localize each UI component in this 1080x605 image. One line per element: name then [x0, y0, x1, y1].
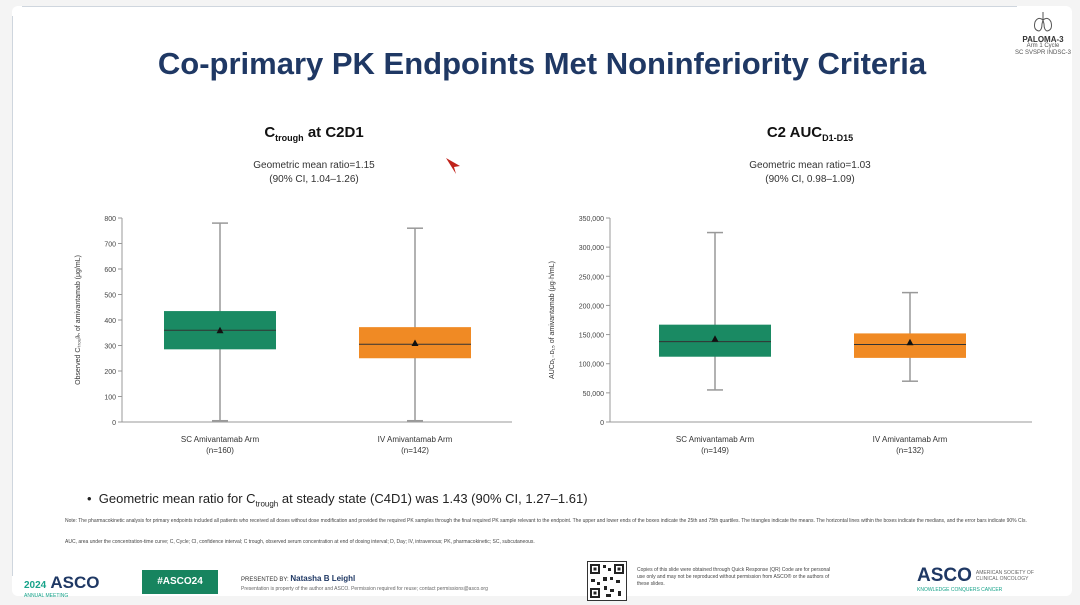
left-chart-title: Ctrough at C2D1 — [164, 124, 464, 143]
y-tick-label: 400 — [104, 318, 116, 325]
left-title-main: C — [264, 124, 276, 141]
bullet-dot: • — [87, 491, 99, 506]
y-tick-label: 300 — [104, 344, 116, 351]
slide-title: Co-primary PK Endpoints Met Noninferiori… — [157, 46, 927, 81]
box-iqr — [854, 333, 966, 358]
y-tick-label: 100 — [104, 395, 116, 402]
meeting-year: 2024 — [24, 580, 47, 591]
right-title-main: C2 AUC — [766, 124, 823, 141]
study-logo: PALOMA-3 Arm 1 Cycle SC SVSPR INDSC-3 — [1012, 10, 1074, 57]
y-tick-label: 500 — [104, 293, 116, 300]
left-title-sub: trough — [275, 133, 304, 143]
study-brand: PALOMA-3 — [1022, 35, 1064, 44]
mean-marker — [711, 335, 719, 342]
box-group — [359, 227, 471, 422]
asco-right-tag: AMERICAN SOCIETY OF CLINICAL ONCOLOGY — [975, 569, 1034, 582]
y-tick-label: 250,000 — [579, 274, 604, 281]
box-group — [854, 291, 966, 382]
presented-by-label: PRESENTED BY: — [241, 577, 289, 583]
bullet-pre: Geometric mean ratio for C — [98, 491, 256, 506]
x-category-label: SC Amivantamab Arm — [676, 435, 755, 444]
x-category-n: (n=160) — [206, 446, 234, 455]
lungs-icon — [1034, 12, 1052, 32]
qr-code-icon[interactable] — [587, 561, 627, 601]
footnote-note: Note: The pharmacokinetic analysis for p… — [65, 518, 1027, 524]
y-tick-label: 700 — [104, 242, 116, 249]
left-ratio: Geometric mean ratio=1.15 (90% CI, 1.04–… — [164, 159, 464, 187]
x-category-n: (n=132) — [896, 446, 924, 455]
asco-right-text: ASCO — [917, 565, 972, 586]
mean-marker — [411, 339, 419, 346]
right-chart-title: C2 AUCD1-D15 — [660, 124, 960, 143]
right-ratio: Geometric mean ratio=1.03 (90% CI, 0.98–… — [660, 159, 960, 187]
top-divider — [22, 6, 1017, 7]
y-tick-label: 200 — [104, 369, 116, 376]
bullet-sub: trough — [255, 499, 279, 509]
pointer-cursor-icon — [444, 156, 464, 181]
left-title-rest: at C2D1 — [303, 124, 364, 141]
asco-left-sub: ANNUAL MEETING — [24, 593, 69, 599]
presenter-info: PRESENTED BY: Natasha B Leighl Presentat… — [241, 574, 488, 592]
x-category-label: IV Amivantamab Arm — [378, 435, 453, 444]
y-tick-label: 300,000 — [579, 245, 604, 252]
y-tick-label: 600 — [104, 267, 116, 274]
mean-marker — [216, 326, 224, 334]
left-ratio-line1: Geometric mean ratio=1.15 — [253, 160, 375, 171]
hashtag-badge: #ASCO24 — [142, 570, 218, 594]
right-box-chart: 0 50,000 100,000 150,000 200,000 250,000 300,0… — [549, 216, 1032, 455]
x-category-n: (n=142) — [401, 446, 429, 455]
y-tick-label: 0 — [112, 420, 116, 427]
left-box-chart: 0 100 200 300 400 500 600 700 800 Observed Cₜᵣₒᵤᵍ… — [75, 216, 512, 455]
x-category-n: (n=149) — [701, 446, 729, 455]
box-group — [659, 231, 771, 391]
study-line2: SC SVSPR INDSC-3 — [1014, 50, 1071, 56]
y-tick-label: 150,000 — [579, 333, 604, 340]
y-tick-label: 100,000 — [579, 362, 604, 369]
bullet-post: at steady state (C4D1) was 1.43 (90% CI,… — [278, 491, 588, 506]
bullet-point: • Geometric mean ratio for Ctrough at st… — [87, 491, 588, 509]
y-tick-label: 0 — [600, 420, 604, 427]
y-tick-label: 350,000 — [579, 216, 604, 223]
y-axis-label: AUCᴅ₁₋ᴅ₁₅ of amivantamab (μg·h/mL) — [549, 261, 556, 379]
right-ratio-line2: (90% CI, 0.98–1.09) — [765, 174, 855, 185]
study-line1: Arm 1 Cycle — [1026, 43, 1060, 49]
x-category-label: SC Amivantamab Arm — [181, 435, 260, 444]
asco-annual-meeting-logo: 2024 ASCO ANNUAL MEETING — [24, 573, 99, 599]
box-group — [164, 222, 276, 422]
asco-right-sub: KNOWLEDGE CONQUERS CANCER — [917, 587, 1003, 593]
asco-society-logo: ASCO AMERICAN SOCIETY OF CLINICAL ONCOLOG… — [917, 565, 1036, 593]
right-ratio-line1: Geometric mean ratio=1.03 — [749, 160, 871, 171]
footnote-abbreviations: AUC, area under the concentration-time c… — [65, 539, 535, 545]
slide: Co-primary PK Endpoints Met Noninferiori… — [12, 6, 1074, 601]
y-tick-label: 800 — [104, 216, 116, 223]
footer: 2024 ASCO ANNUAL MEETING #ASCO24 PRESENT… — [12, 561, 1072, 601]
copies-notice: Copies of this slide were obtained throu… — [637, 567, 831, 587]
side-divider — [12, 16, 13, 576]
y-tick-label: 50,000 — [583, 391, 605, 398]
presenter-note: Presentation is property of the author a… — [241, 586, 488, 592]
left-ratio-line2: (90% CI, 1.04–1.26) — [269, 174, 359, 185]
asco-left-text: ASCO — [50, 573, 100, 592]
mean-marker — [906, 338, 914, 346]
x-category-label: IV Amivantamab Arm — [873, 435, 948, 444]
right-title-sub: D1-D15 — [822, 133, 854, 143]
y-tick-label: 200,000 — [579, 303, 604, 310]
y-axis-label: Observed Cₜᵣₒᵤᵍₕ of amivantamab (μg/mL) — [75, 255, 82, 385]
presenter-name: Natasha B Leighl — [290, 574, 356, 583]
